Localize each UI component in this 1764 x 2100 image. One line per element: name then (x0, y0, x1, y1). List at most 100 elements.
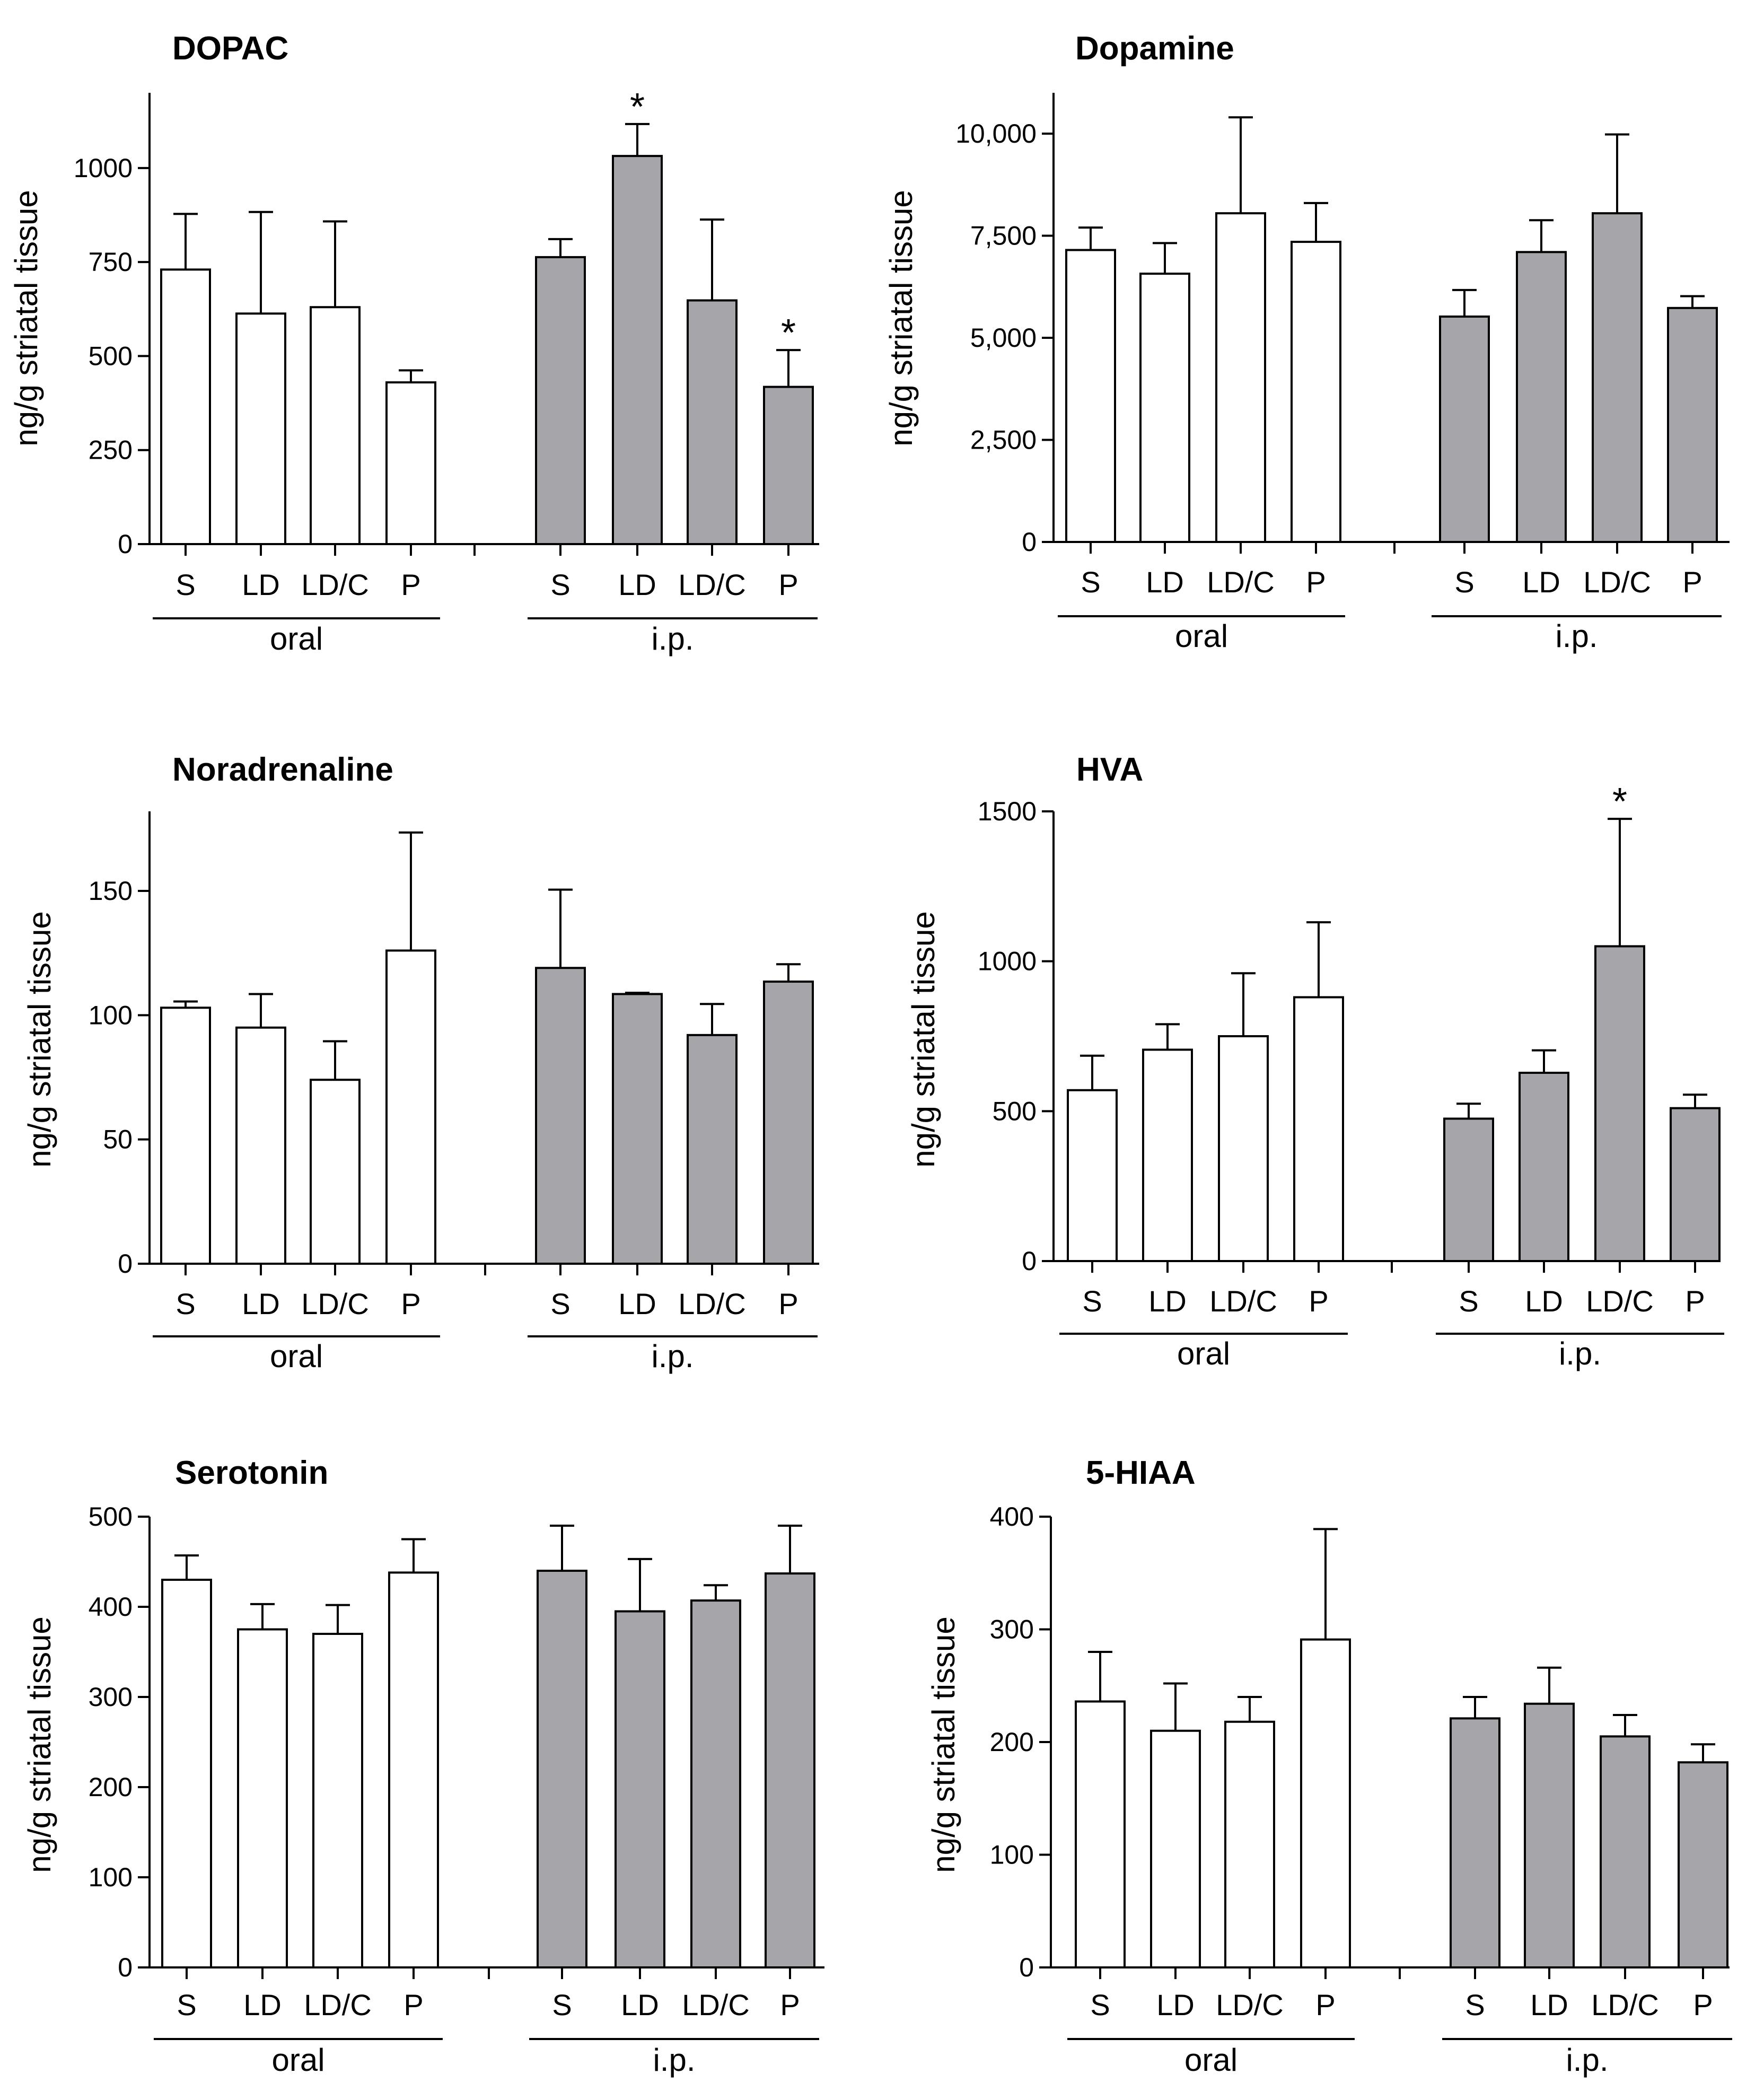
y-tick-label: 0 (118, 1953, 133, 1982)
y-tick-label: 0 (1019, 1953, 1034, 1982)
x-category-label: LD (1530, 1988, 1568, 2022)
group-label: i.p. (653, 2042, 695, 2078)
bar-oral-p (385, 949, 436, 1265)
x-category-label: LD/C (1586, 1284, 1654, 1318)
x-category-label: LD/C (678, 568, 746, 601)
y-tick-label: 400 (89, 1592, 133, 1622)
y-tick-label: 750 (89, 247, 133, 277)
bar-oral-s (160, 1007, 211, 1265)
bar-oral-ldc (312, 1633, 363, 1968)
x-category-label: LD (1525, 1284, 1563, 1318)
y-tick-label: 200 (990, 1727, 1034, 1757)
y-tick-label: 1000 (978, 947, 1037, 976)
x-category-label: S (1081, 565, 1100, 599)
x-category-label: LD (242, 568, 280, 601)
x-category-label: LD/C (682, 1988, 750, 2022)
y-tick-label: 300 (89, 1682, 133, 1712)
significance-marker: * (1612, 781, 1627, 823)
x-category-label: LD/C (1591, 1988, 1659, 2022)
x-category-label: S (550, 568, 570, 601)
bar-ip-ldc (687, 299, 738, 546)
bar-ip-ldc (1594, 945, 1645, 1262)
bar-oral-s (1065, 249, 1116, 543)
x-category-label: LD (1522, 565, 1560, 599)
x-category-label: P (1693, 1988, 1713, 2022)
bar-oral-p (388, 1571, 439, 1968)
x-category-label: P (1682, 565, 1702, 599)
chart-panel-dopac: DOPAC ng/g striatal tissue 0 250 500 750 1000 S… (8, 30, 819, 657)
y-tick-label: 500 (89, 1502, 133, 1532)
bar-oral-s (160, 268, 211, 545)
x-category-label: LD/C (1216, 1988, 1284, 2022)
group-label: oral (270, 621, 323, 657)
bar-oral-ld (1139, 273, 1190, 543)
chart-panel-dopamine: Dopamine ng/g striatal tissue 0 2,500 5,000 7… (883, 30, 1730, 654)
y-tick-label: 300 (990, 1615, 1034, 1644)
bar-ip-ld (612, 155, 663, 545)
y-tick-label: 150 (89, 876, 133, 906)
significance-marker: * (781, 312, 796, 354)
group-label: i.p. (1555, 618, 1598, 654)
bar-oral-ld (235, 1026, 286, 1265)
bar-oral-ld (235, 312, 286, 545)
x-category-label: P (780, 1988, 800, 2022)
bar-oral-ldc (310, 1079, 361, 1265)
x-category-label: P (778, 568, 798, 601)
group-label: oral (1177, 1336, 1230, 1371)
chart-panel-noradrenaline: Noradrenaline ng/g striatal tissue 0 50 100 1… (22, 751, 819, 1374)
x-category-label: LD (1156, 1988, 1195, 2022)
y-tick-label: 100 (89, 1862, 133, 1892)
x-category-label: LD (618, 1287, 656, 1320)
y-tick-label: 400 (990, 1502, 1034, 1532)
bar-oral-s (1075, 1700, 1126, 1968)
y-tick-label: 0 (1022, 1246, 1037, 1276)
group-label: oral (1184, 2042, 1238, 2078)
x-category-label: LD/C (1209, 1284, 1277, 1318)
bar-ip-p (1678, 1761, 1728, 1968)
chart-title: Serotonin (175, 1455, 328, 1491)
x-category-label: LD (621, 1988, 659, 2022)
x-category-label: P (1315, 1988, 1335, 2022)
bar-ip-p (1670, 1107, 1721, 1262)
chart-panel-hva: HVA ng/g striatal tissue 0 500 1000 1500 S LD LD… (906, 751, 1724, 1371)
bar-ip-s (537, 1570, 587, 1968)
y-tick-label: 1000 (74, 153, 133, 183)
bar-oral-p (1300, 1638, 1351, 1968)
x-category-label: LD (1146, 565, 1184, 599)
bar-oral-ld (1142, 1048, 1193, 1262)
bar-ip-ld (1516, 251, 1567, 543)
y-tick-label: 0 (118, 1249, 133, 1279)
y-axis-label: ng/g striatal tissue (22, 911, 57, 1168)
x-category-label: LD/C (1207, 565, 1275, 599)
y-tick-label: 100 (89, 1000, 133, 1030)
bar-oral-ldc (1224, 1720, 1275, 1968)
x-category-label: LD/C (1583, 565, 1651, 599)
bar-oral-s (161, 1579, 212, 1968)
chart-title: Dopamine (1075, 30, 1234, 67)
y-axis-label: ng/g striatal tissue (883, 190, 919, 447)
bar-oral-p (1293, 996, 1344, 1263)
x-category-label: S (552, 1988, 572, 2022)
y-tick-label: 5,000 (970, 323, 1037, 353)
x-category-label: S (1454, 565, 1474, 599)
chart-title: Noradrenaline (172, 751, 393, 788)
bar-ip-ldc (1592, 212, 1643, 543)
group-label: i.p. (651, 621, 694, 657)
y-tick-label: 500 (993, 1096, 1037, 1126)
y-tick-label: 100 (990, 1840, 1034, 1870)
y-tick-label: 200 (89, 1772, 133, 1802)
x-category-label: S (1082, 1284, 1102, 1318)
bar-ip-s (535, 967, 586, 1265)
x-category-label: P (401, 1287, 420, 1320)
x-category-label: S (177, 1988, 196, 2022)
x-category-label: LD/C (304, 1988, 372, 2022)
bar-ip-ld (1519, 1071, 1569, 1263)
y-tick-label: 50 (103, 1125, 133, 1154)
y-tick-label: 10,000 (955, 119, 1037, 148)
bar-oral-ldc (310, 306, 361, 545)
x-category-label: LD (618, 568, 656, 601)
bar-ip-ld (615, 1610, 665, 1968)
chart-panel-5-hiaa: 5-HIAA ng/g striatal tissue 0 100 200 300 400 S… (926, 1455, 1732, 2078)
x-category-label: LD/C (301, 1287, 369, 1320)
